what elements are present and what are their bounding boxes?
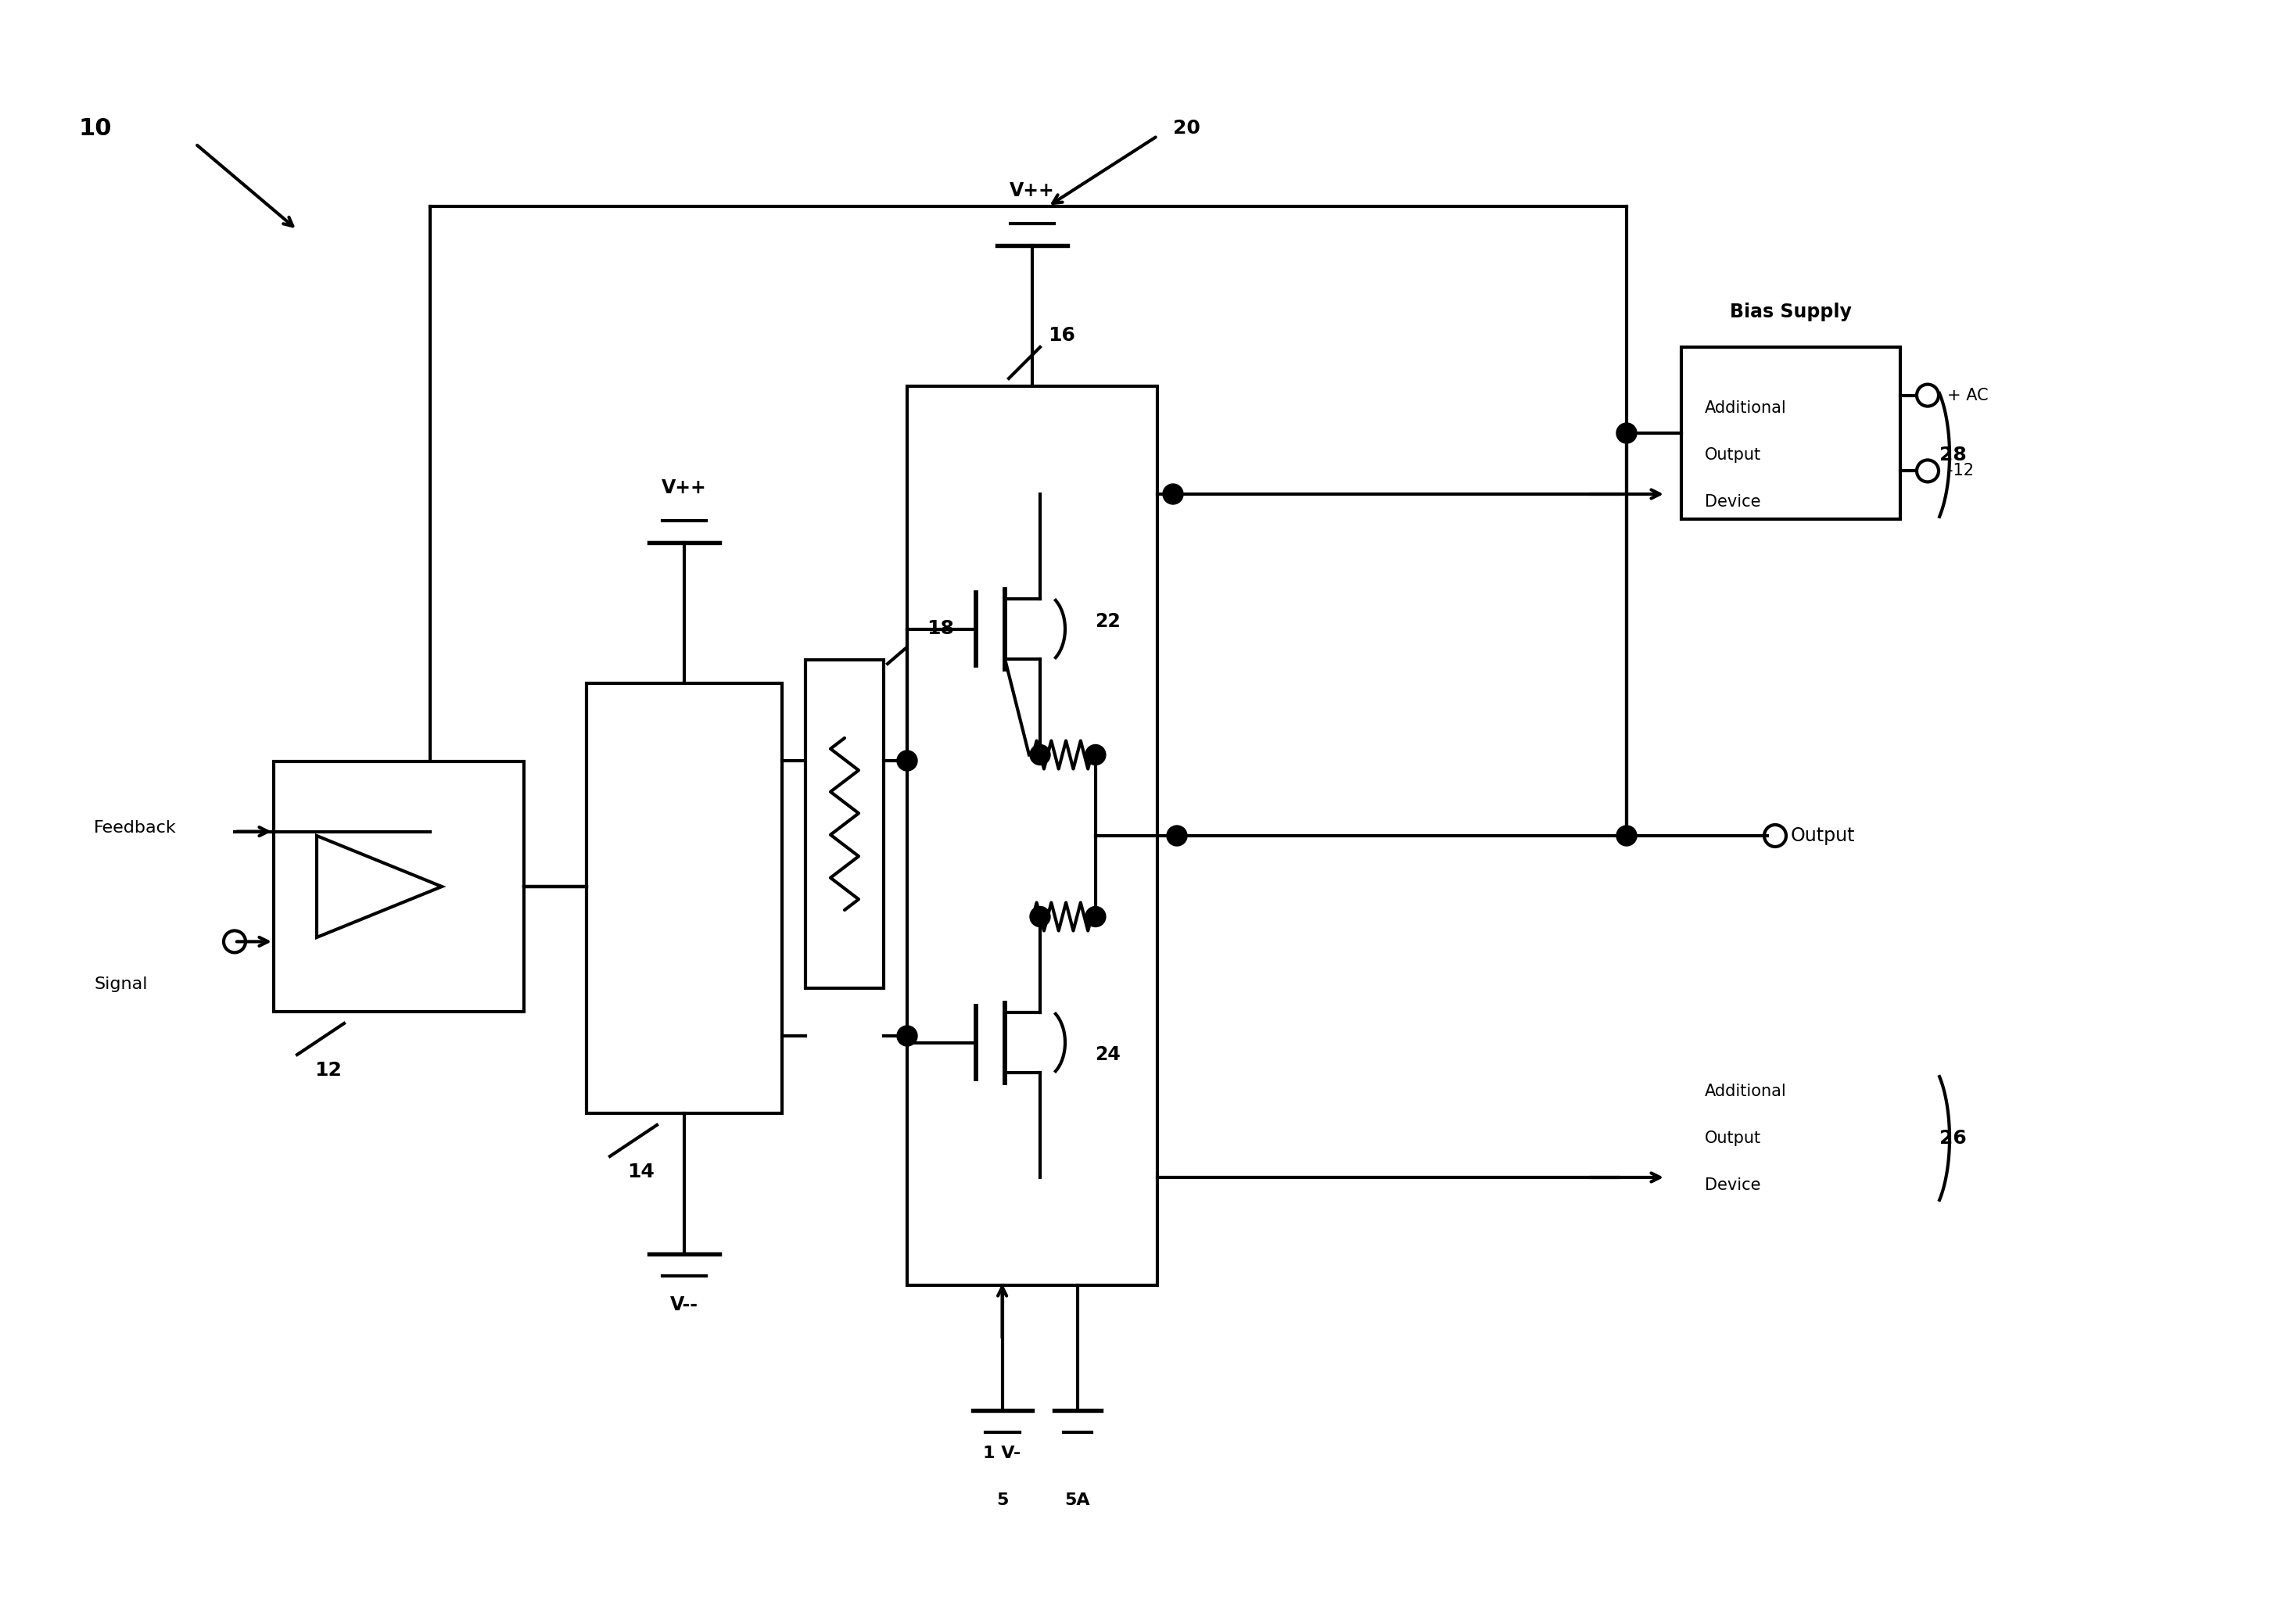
Text: 16: 16 — [1047, 326, 1075, 345]
Text: + AC: + AC — [1947, 387, 1988, 403]
Text: Signal: Signal — [94, 976, 147, 992]
Circle shape — [1616, 423, 1637, 443]
Text: 28: 28 — [1940, 446, 1968, 465]
Circle shape — [1031, 745, 1049, 765]
Bar — [585, 684, 783, 1114]
Text: -12: -12 — [1947, 463, 1975, 479]
Text: Output: Output — [1706, 447, 1761, 463]
Text: Output: Output — [1791, 826, 1855, 845]
Text: 24: 24 — [1095, 1045, 1120, 1064]
Text: 10: 10 — [78, 117, 113, 139]
Text: Bias Supply: Bias Supply — [1729, 302, 1853, 321]
Text: 26: 26 — [1940, 1128, 1968, 1147]
Circle shape — [1031, 906, 1049, 927]
Text: 1 V-: 1 V- — [983, 1446, 1022, 1461]
Text: Output: Output — [1706, 1130, 1761, 1146]
Text: 18: 18 — [928, 618, 953, 638]
Circle shape — [1616, 826, 1637, 845]
Text: Device: Device — [1706, 1178, 1761, 1194]
Circle shape — [898, 751, 918, 770]
Circle shape — [1086, 906, 1107, 927]
Text: 5: 5 — [996, 1493, 1008, 1509]
Circle shape — [1162, 484, 1182, 505]
Circle shape — [898, 1026, 918, 1047]
Text: Additional: Additional — [1706, 1083, 1786, 1099]
Text: Additional: Additional — [1706, 400, 1786, 415]
Text: V--: V-- — [670, 1296, 698, 1314]
Bar — [907, 387, 1157, 1285]
Circle shape — [1086, 745, 1107, 765]
Text: 14: 14 — [627, 1162, 654, 1181]
Bar — [806, 660, 884, 988]
Text: Device: Device — [1706, 494, 1761, 510]
Bar — [1681, 347, 1901, 519]
Text: V++: V++ — [661, 478, 707, 497]
Bar — [273, 762, 523, 1012]
Text: 20: 20 — [1173, 118, 1201, 137]
Text: 12: 12 — [315, 1061, 342, 1080]
Text: Feedback: Feedback — [94, 820, 177, 836]
Text: 5A: 5A — [1065, 1493, 1091, 1509]
Circle shape — [1166, 826, 1187, 845]
Text: V++: V++ — [1010, 182, 1054, 200]
Text: 22: 22 — [1095, 612, 1120, 631]
